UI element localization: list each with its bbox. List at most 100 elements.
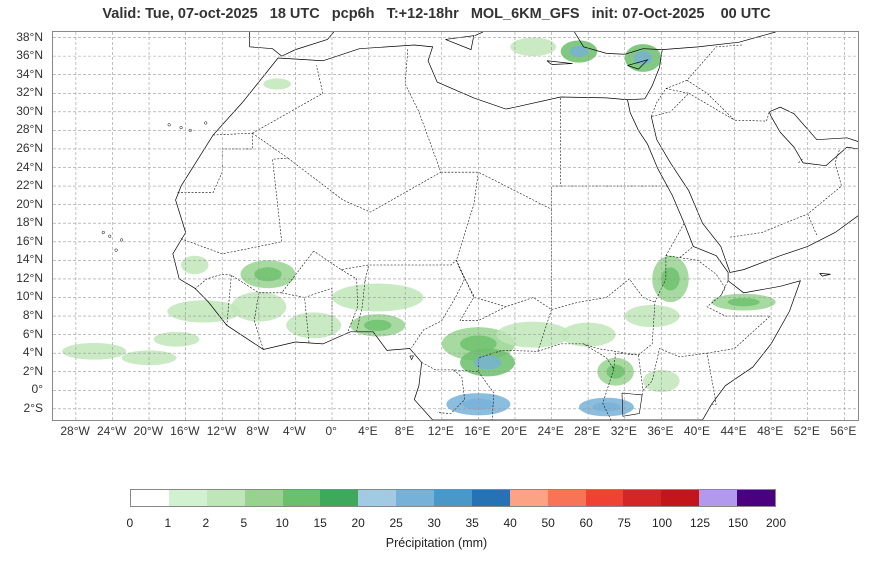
colorbar-tick-label: 1 [164, 516, 172, 530]
colorbar-segment [509, 490, 548, 506]
colorbar-tick-label: 100 [652, 516, 673, 530]
latitude-label: 2°S [23, 400, 43, 415]
bioko-island [409, 355, 414, 361]
longitude-label: 28°E [574, 424, 601, 438]
colorbar-tick-label: 25 [389, 516, 403, 530]
colorbar-tick-label: 15 [313, 516, 327, 530]
latitude-label: 20°N [16, 196, 43, 211]
colorbar-tick-label: 30 [427, 516, 441, 530]
island [120, 238, 124, 242]
italy-coastline [474, 32, 484, 37]
latitude-label: 28°N [16, 122, 43, 137]
precip-area [181, 255, 209, 275]
colorbar [130, 489, 776, 507]
latitude-label: 36°N [16, 48, 43, 63]
precip-core [633, 51, 653, 65]
colorbar-tick-label: 5 [240, 516, 248, 530]
country-border [456, 172, 506, 321]
latitude-label: 30°N [16, 103, 43, 118]
longitude-label: 20°W [133, 424, 164, 438]
colorbar-segment [471, 490, 510, 506]
longitude-label: 16°E [464, 424, 491, 438]
levant-coastline [574, 32, 663, 101]
country-border [440, 96, 561, 210]
precipitation-map[interactable] [52, 31, 859, 421]
country-border [341, 269, 358, 333]
precip-core [473, 355, 502, 370]
latitude-label: 32°N [16, 85, 43, 100]
country-border [807, 213, 818, 236]
colorbar-segment [244, 490, 283, 506]
longitude-label: 52°E [793, 424, 820, 438]
lake-victoria [621, 392, 643, 417]
crete-coastline [546, 60, 573, 65]
country-border [411, 260, 465, 348]
island [101, 230, 105, 235]
country-border [226, 275, 232, 326]
colorbar-tick-label: 2 [202, 516, 210, 530]
country-border [313, 209, 552, 311]
longitude-label: 4°E [358, 424, 378, 438]
country-border [421, 309, 552, 373]
colorbar-segment [168, 490, 207, 506]
colorbar-segment [699, 490, 737, 506]
colorbar-segment [737, 490, 775, 506]
latitude-label: 4°N [22, 345, 43, 360]
country-border [665, 246, 694, 258]
turkey-south-border [662, 32, 776, 50]
precip-core [254, 267, 282, 282]
latitude-label: 24°N [16, 159, 43, 174]
colorbar-tick-label: 0 [126, 516, 134, 530]
country-border [281, 292, 310, 344]
island [204, 121, 208, 125]
country-border [651, 44, 742, 117]
colorbar-tick-label: 200 [766, 516, 787, 530]
longitude-label: 48°E [757, 424, 784, 438]
island [179, 126, 183, 130]
colorbar-segment [623, 490, 662, 506]
longitude-label: 8°W [246, 424, 270, 438]
colorbar-segment [396, 490, 434, 506]
longitude-label: 12°W [206, 424, 237, 438]
country-border [686, 80, 770, 122]
country-border [551, 278, 656, 310]
island [114, 248, 118, 252]
map-canvas [53, 32, 858, 420]
country-border [642, 348, 717, 405]
country-border [638, 354, 644, 395]
latitude-label: 6°N [22, 326, 43, 341]
precip-core [727, 297, 760, 307]
latitude-label: 0° [31, 382, 43, 397]
colorbar-segment [434, 490, 472, 506]
colorbar-tick-label: 10 [275, 516, 289, 530]
socotra-coastline [819, 272, 831, 277]
longitude-label: 28°W [60, 424, 90, 438]
longitude-label: 24°E [537, 424, 564, 438]
persian-gulf-coastline [768, 106, 858, 167]
country-border [437, 369, 465, 414]
colorbar-label: Précipitation (mm) [385, 536, 488, 550]
colorbar-segment [547, 490, 586, 506]
colorbar-tick-label: 125 [690, 516, 711, 530]
colorbar-segment [585, 490, 624, 506]
precip-core [364, 319, 392, 331]
precip-area [153, 331, 200, 347]
precip-area [231, 291, 287, 322]
latitude-label: 16°N [16, 233, 43, 248]
country-border [252, 65, 324, 134]
precip-area [167, 300, 241, 323]
longitude-label: 8°E [394, 424, 415, 438]
colorbar-tick-label: 20 [351, 516, 365, 530]
arabia-coastline [650, 116, 858, 273]
longitude-label: 4°W [282, 424, 306, 438]
colorbar-segment [282, 490, 321, 506]
precip-area [624, 304, 680, 328]
longitude-label: 16°W [170, 424, 200, 438]
country-border [179, 132, 289, 255]
country-border [364, 264, 369, 282]
country-border [176, 132, 253, 193]
latitude-label: 22°N [16, 178, 43, 193]
colorbar-tick-label: 50 [541, 516, 555, 530]
iberia-coastline [249, 32, 335, 57]
longitude-label: 36°E [647, 424, 674, 438]
